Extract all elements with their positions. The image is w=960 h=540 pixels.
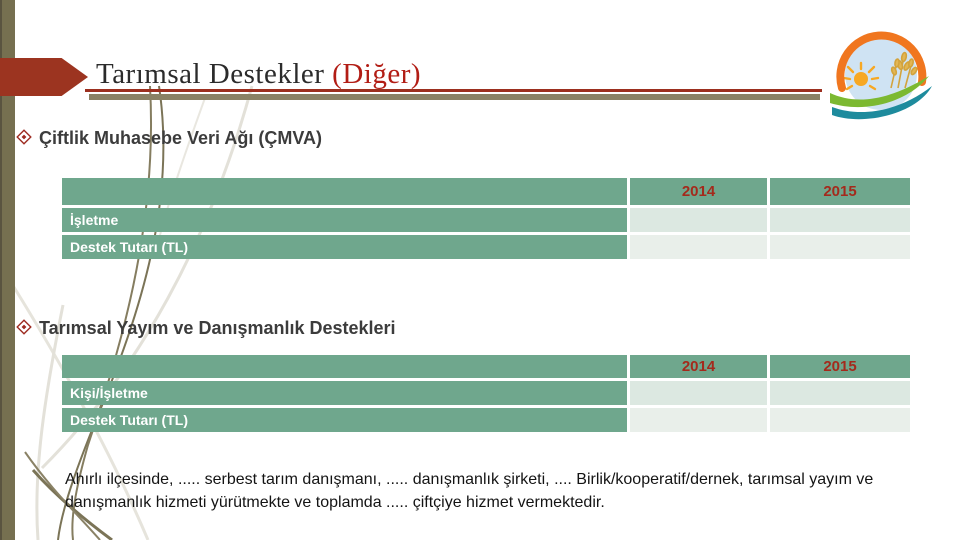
- table-cell: [770, 408, 910, 432]
- col-header-2014: 2014: [630, 178, 767, 205]
- sun-wheat-agriculture-logo-icon: [830, 31, 932, 120]
- table-header-spacer: [62, 355, 627, 378]
- left-accent-bar: [0, 0, 15, 540]
- page-title-main: Tarımsal Destekler: [96, 58, 325, 90]
- table-cell: [770, 381, 910, 405]
- section-heading-cmva: Çiftlik Muhasebe Veri Ağı (ÇMVA): [16, 128, 322, 149]
- row-label: Destek Tutarı (TL): [62, 235, 627, 259]
- footer-paragraph: Ahırlı ilçesinde, ..... serbest tarım da…: [65, 471, 874, 511]
- row-label: İşletme: [62, 208, 627, 232]
- table-header-spacer: [62, 178, 627, 205]
- title-underline-olive: [89, 94, 820, 100]
- cmva-table: 2014 2015 İşletme Destek Tutarı (TL): [62, 178, 910, 259]
- section-heading-label: Tarımsal Yayım ve Danışmanlık Destekleri: [39, 318, 396, 338]
- row-label: Destek Tutarı (TL): [62, 408, 627, 432]
- table-cell: [770, 235, 910, 259]
- table-cell: [630, 235, 767, 259]
- row-label: Kişi/İşletme: [62, 381, 627, 405]
- table-cell: [630, 408, 767, 432]
- page-title-accent: (Diğer): [332, 58, 422, 90]
- page-title: Tarımsal Destekler (Diğer): [96, 58, 421, 91]
- table-cell: [630, 208, 767, 232]
- title-underline-red: [85, 89, 822, 92]
- col-header-2015: 2015: [770, 355, 910, 378]
- diamond-bullet-icon: [16, 319, 32, 335]
- yayim-table: 2014 2015 Kişi/İşletme Destek Tutarı (TL…: [62, 355, 910, 432]
- section-heading-yayim: Tarımsal Yayım ve Danışmanlık Destekleri: [16, 318, 396, 339]
- col-header-2015: 2015: [770, 178, 910, 205]
- table-cell: [770, 208, 910, 232]
- diamond-bullet-icon: [16, 129, 32, 145]
- section-heading-label: Çiftlik Muhasebe Veri Ağı (ÇMVA): [39, 128, 323, 148]
- table-cell: [630, 381, 767, 405]
- col-header-2014: 2014: [630, 355, 767, 378]
